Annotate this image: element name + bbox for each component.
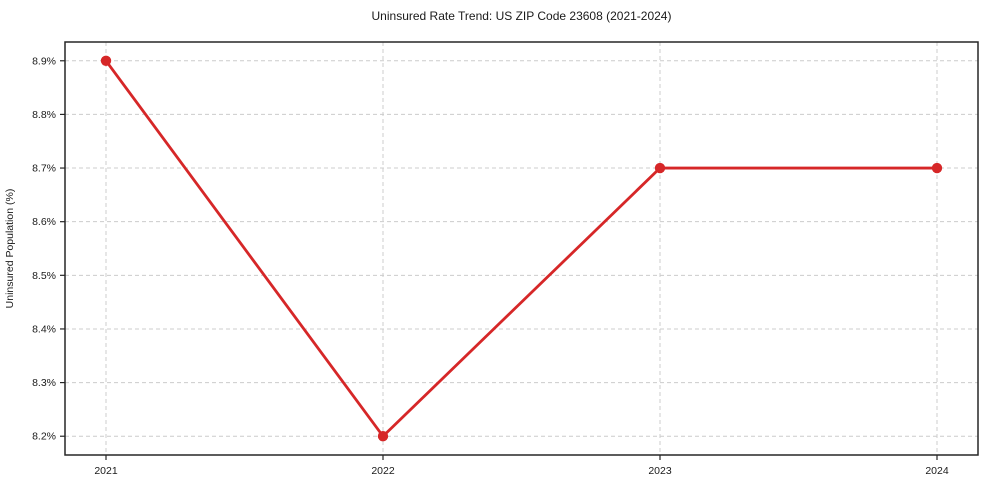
- data-point: [100, 55, 112, 66]
- grid-layer: [65, 42, 978, 455]
- data-point: [654, 162, 666, 174]
- y-tick-label: 8.6%: [32, 216, 56, 228]
- chart-title: Uninsured Rate Trend: US ZIP Code 23608 …: [372, 9, 672, 23]
- x-tick-label: 2023: [648, 465, 672, 477]
- x-tick-label: 2021: [94, 465, 118, 477]
- tick-layer: 2021 2022 2023 2024 8.2% 8.3% 8.4% 8.5% 8.6% 8.7%…: [32, 55, 949, 477]
- data-point: [931, 162, 943, 174]
- y-tick-label: 8.9%: [32, 55, 56, 67]
- y-tick-label: 8.5%: [32, 270, 56, 282]
- y-tick-label: 8.4%: [32, 323, 56, 335]
- y-tick-label: 8.7%: [32, 163, 56, 175]
- y-axis-label: Uninsured Population (%): [4, 189, 16, 309]
- x-tick-label: 2024: [925, 465, 949, 477]
- x-tick-label: 2022: [371, 465, 395, 477]
- plot-border: [64, 41, 979, 456]
- y-tick-label: 8.8%: [32, 109, 56, 121]
- trend-line: [104, 59, 939, 438]
- axis-layer: [64, 41, 979, 456]
- y-tick-label: 8.3%: [32, 377, 56, 389]
- data-point: [377, 431, 389, 442]
- series-layer: [100, 55, 943, 442]
- y-tick-label: 8.2%: [32, 431, 56, 443]
